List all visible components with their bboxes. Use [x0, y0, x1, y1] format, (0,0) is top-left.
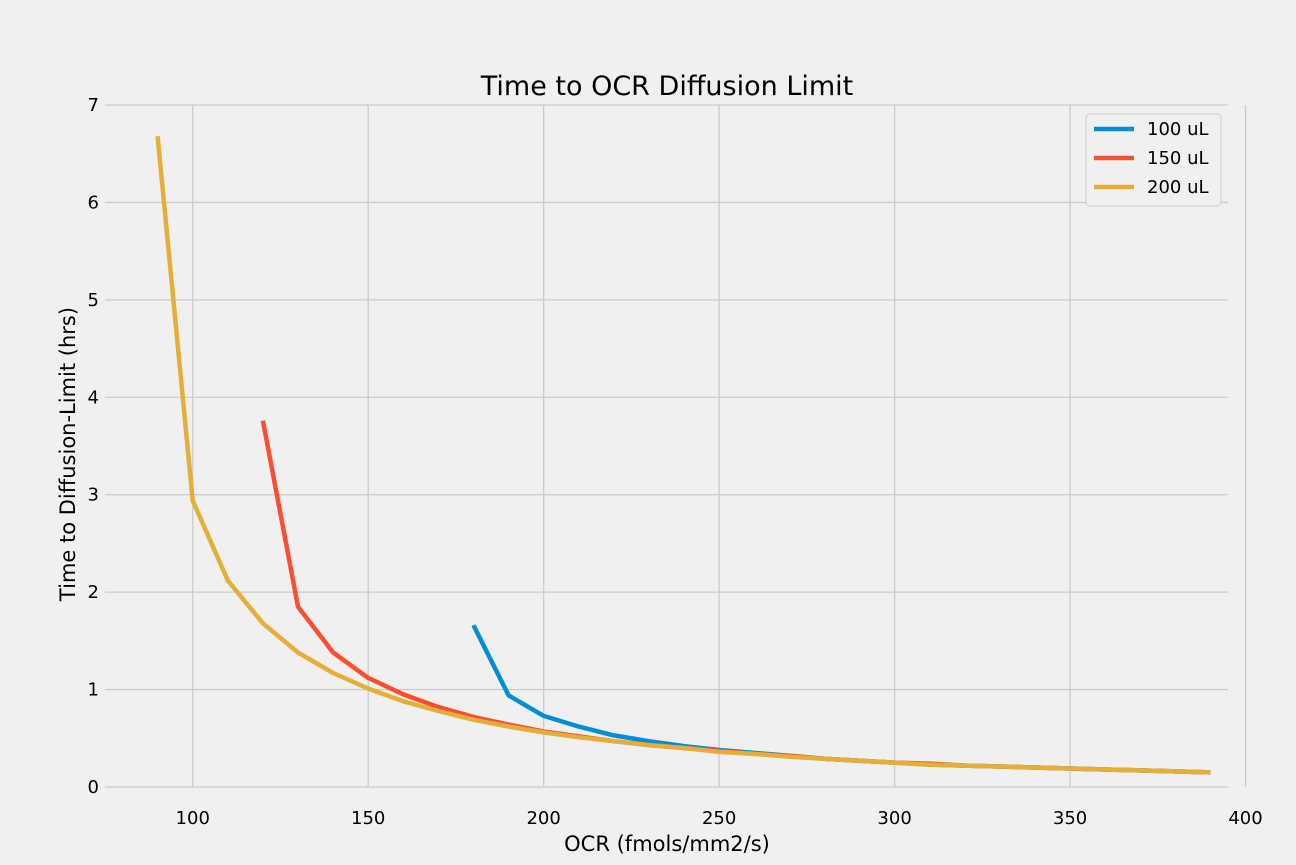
x-axis-label: OCR (fmols/mm2/s): [564, 832, 770, 856]
series-line-200-ul: [155, 135, 1211, 775]
x-tick-label: 300: [877, 808, 911, 829]
legend-label: 150 uL: [1147, 148, 1209, 169]
x-tick-label: 400: [1228, 808, 1262, 829]
x-tick-label: 150: [351, 808, 385, 829]
x-tick-label: 100: [176, 808, 210, 829]
y-tick-labels: 0 1 2 3 4 5 6 7: [88, 95, 99, 798]
x-tick-labels: 100 150 200 250 300 350 400: [176, 808, 1263, 829]
y-tick-label: 5: [88, 290, 99, 311]
y-tick-label: 7: [88, 95, 99, 116]
x-tick-label: 250: [702, 808, 736, 829]
y-tick-label: 4: [88, 387, 99, 408]
y-tick-label: 6: [88, 192, 99, 213]
series-layer: [155, 135, 1211, 775]
chart-title: Time to OCR Diffusion Limit: [480, 71, 854, 102]
legend-label: 100 uL: [1147, 119, 1209, 140]
y-tick-label: 2: [88, 582, 99, 603]
legend-box: [1085, 113, 1222, 207]
x-tick-label: 200: [526, 808, 560, 829]
x-tick-label: 350: [1053, 808, 1087, 829]
grid: [105, 104, 1247, 788]
y-tick-label: 1: [88, 680, 99, 701]
legend: 100 uL 150 uL 200 uL: [1085, 113, 1222, 207]
plot-area: [105, 105, 1228, 787]
legend-label: 200 uL: [1147, 177, 1209, 198]
y-tick-label: 3: [88, 485, 99, 506]
y-axis-label: Time to Diffusion-Limit (hrs): [56, 307, 80, 602]
y-tick-label: 0: [88, 777, 99, 798]
